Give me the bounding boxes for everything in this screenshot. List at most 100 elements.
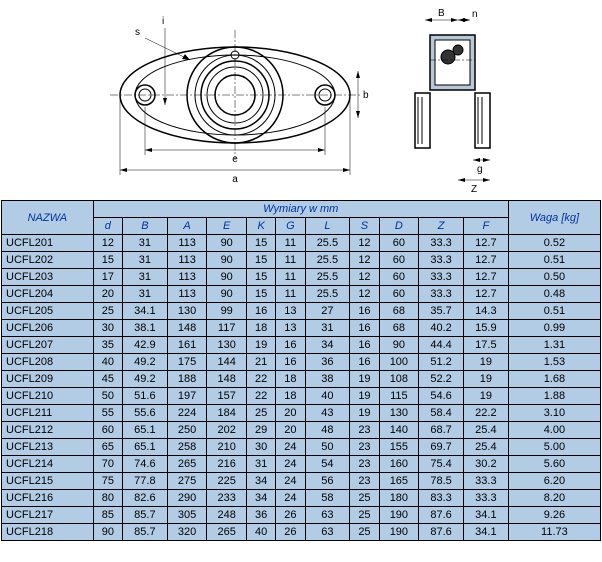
data-cell: 265: [207, 524, 247, 541]
data-cell: 12.7: [463, 286, 508, 303]
data-cell: 82.6: [122, 490, 167, 507]
table-row: UCFL2189085.73202654026632519087.634.111…: [2, 524, 601, 541]
col-header: d: [93, 218, 122, 235]
data-cell: 12: [350, 269, 379, 286]
data-cell: 25: [93, 303, 122, 320]
data-cell: 265: [167, 456, 207, 473]
data-cell: 34.1: [463, 524, 508, 541]
weight-cell: 11.73: [508, 524, 600, 541]
data-cell: 22.2: [463, 405, 508, 422]
data-cell: 108: [379, 371, 419, 388]
table-row: UCFL2105051.61971572218401911554.6191.88: [2, 388, 601, 405]
data-cell: 15.9: [463, 320, 508, 337]
data-cell: 22: [247, 388, 276, 405]
row-name: UCFL216: [2, 490, 94, 507]
data-cell: 320: [167, 524, 207, 541]
technical-diagram: e a b s i B n: [0, 0, 602, 200]
weight-cell: 1.53: [508, 354, 600, 371]
data-cell: 34: [247, 490, 276, 507]
col-header: A: [167, 218, 207, 235]
table-row: UCFL2136565.12582103024502315569.725.45.…: [2, 439, 601, 456]
row-name: UCFL214: [2, 456, 94, 473]
table-row: UCFL2168082.62902333424582518083.333.38.…: [2, 490, 601, 507]
data-cell: 14.3: [463, 303, 508, 320]
col-header: L: [305, 218, 350, 235]
data-cell: 75: [93, 473, 122, 490]
data-cell: 68: [379, 303, 419, 320]
table-row: UCFL2178585.73052483626632519087.634.19.…: [2, 507, 601, 524]
data-cell: 31: [247, 456, 276, 473]
data-cell: 87.6: [419, 524, 464, 541]
data-cell: 49.2: [122, 371, 167, 388]
data-cell: 12.7: [463, 252, 508, 269]
data-cell: 16: [350, 354, 379, 371]
weight-cell: 6.20: [508, 473, 600, 490]
data-cell: 248: [207, 507, 247, 524]
data-cell: 38: [305, 371, 350, 388]
data-cell: 60: [379, 252, 419, 269]
table-row: UCFL201123111390151125.5126033.312.70.52: [2, 235, 601, 252]
weight-cell: 5.00: [508, 439, 600, 456]
data-cell: 34.1: [122, 303, 167, 320]
data-cell: 33.3: [419, 286, 464, 303]
data-cell: 33.3: [419, 269, 464, 286]
data-cell: 160: [379, 456, 419, 473]
data-cell: 19: [463, 371, 508, 388]
data-cell: 90: [207, 252, 247, 269]
weight-cell: 0.48: [508, 286, 600, 303]
data-cell: 30: [247, 439, 276, 456]
data-cell: 40.2: [419, 320, 464, 337]
weight-cell: 8.20: [508, 490, 600, 507]
col-name-header: NAZWA: [2, 201, 94, 235]
data-cell: 15: [247, 252, 276, 269]
data-cell: 12.7: [463, 235, 508, 252]
row-name: UCFL202: [2, 252, 94, 269]
data-cell: 42.9: [122, 337, 167, 354]
data-cell: 130: [207, 337, 247, 354]
data-cell: 190: [379, 524, 419, 541]
data-cell: 33.3: [419, 235, 464, 252]
data-cell: 56: [305, 473, 350, 490]
data-cell: 63: [305, 524, 350, 541]
data-cell: 20: [93, 286, 122, 303]
data-cell: 15: [247, 235, 276, 252]
data-cell: 22: [247, 371, 276, 388]
table-row: UCFL204203111390151125.5126033.312.70.48: [2, 286, 601, 303]
data-cell: 12: [350, 252, 379, 269]
table-row: UCFL2094549.21881482218381910852.2191.68: [2, 371, 601, 388]
data-cell: 305: [167, 507, 207, 524]
data-cell: 23: [350, 439, 379, 456]
dim-e: e: [232, 154, 238, 165]
data-cell: 25: [350, 524, 379, 541]
data-cell: 24: [276, 490, 305, 507]
weight-cell: 0.50: [508, 269, 600, 286]
data-cell: 50: [93, 388, 122, 405]
data-cell: 90: [207, 269, 247, 286]
data-cell: 25: [350, 507, 379, 524]
dimensions-table: NAZWA Wymiary w mm Waga [kg] dBAEKGLSDZF…: [1, 200, 601, 541]
row-name: UCFL206: [2, 320, 94, 337]
weight-cell: 0.52: [508, 235, 600, 252]
weight-cell: 3.10: [508, 405, 600, 422]
data-cell: 16: [276, 337, 305, 354]
data-cell: 16: [350, 303, 379, 320]
data-cell: 19: [350, 388, 379, 405]
table-row: UCFL2084049.21751442116361610051.2191.53: [2, 354, 601, 371]
dim-n: n: [472, 9, 478, 20]
dim-g: g: [477, 164, 483, 175]
data-cell: 12: [93, 235, 122, 252]
dim-a: a: [232, 174, 238, 185]
weight-cell: 1.88: [508, 388, 600, 405]
data-cell: 224: [167, 405, 207, 422]
row-name: UCFL209: [2, 371, 94, 388]
data-cell: 74.6: [122, 456, 167, 473]
data-cell: 19: [247, 337, 276, 354]
data-cell: 52.2: [419, 371, 464, 388]
data-cell: 40: [247, 524, 276, 541]
data-cell: 25.4: [463, 439, 508, 456]
data-cell: 113: [167, 269, 207, 286]
data-cell: 21: [247, 354, 276, 371]
data-cell: 180: [379, 490, 419, 507]
data-cell: 190: [379, 507, 419, 524]
data-cell: 58: [305, 490, 350, 507]
